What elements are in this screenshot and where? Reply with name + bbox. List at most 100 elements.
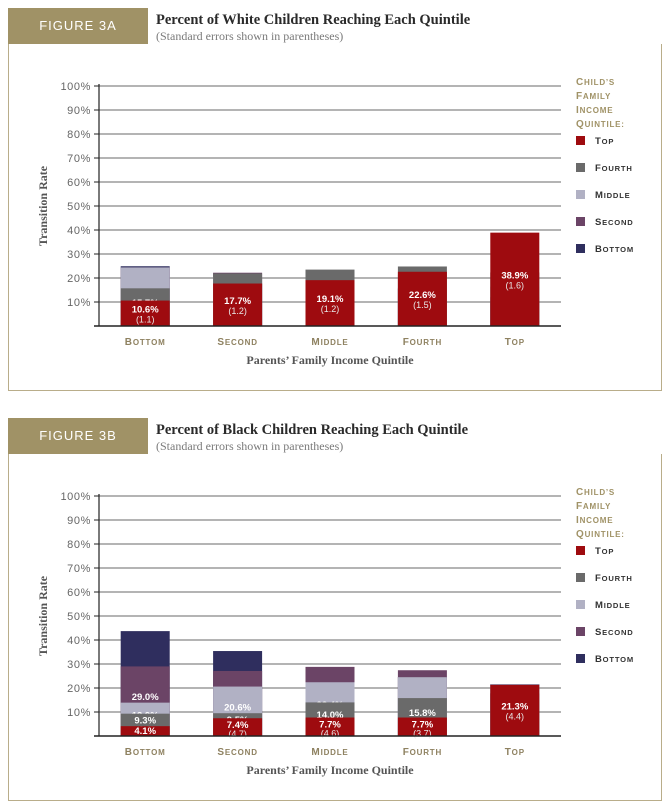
legend-label-fourth: FOURTH: [595, 573, 633, 584]
y-tick-label: 60%: [67, 587, 91, 599]
data-label: 7.7%: [319, 720, 341, 731]
x-tick-label: SECOND: [217, 747, 257, 758]
legend-label-top: TOP: [595, 136, 614, 147]
legend-label-second: SECOND: [595, 627, 634, 638]
legend-title: QUINTILE:: [576, 119, 625, 130]
legend-swatch-top: [576, 546, 585, 555]
legend-title: CHILD’S: [576, 77, 615, 88]
bar-segment[interactable]: [213, 718, 263, 736]
y-tick-label: 40%: [67, 225, 91, 237]
bar-group-fourth: 24.6%(1.0)27.4%(1.6)24.5%(2.4)15.8%(3.6)…: [397, 670, 447, 739]
x-tick-label: SECOND: [217, 337, 257, 348]
se-label: (1.5): [413, 300, 432, 310]
y-tick-label: 80%: [67, 539, 91, 551]
bar-segment[interactable]: [397, 717, 447, 736]
y-axis-title: Transition Rate: [36, 575, 50, 656]
y-tick-label: 80%: [67, 129, 91, 141]
legend-title: INCOME: [576, 105, 613, 116]
legend-swatch-second: [576, 217, 585, 226]
bar-group-second: 17.7%(2.0)22.2%(1.7)20.5%(1.3)21.9%(1.2)…: [213, 272, 263, 326]
bar-segment[interactable]: [213, 283, 263, 326]
figure-header: FIGURE 3A Percent of White Children Reac…: [8, 8, 662, 44]
legend-title: FAMILY: [576, 501, 611, 512]
y-tick-label: 100%: [60, 491, 91, 503]
data-label: 7.7%: [412, 720, 434, 731]
legend-title: QUINTILE:: [576, 529, 625, 540]
chart-frame: 10% 20% 30% 40% 50% 60% 70% 80% 90% 100% 43.7%(1.6…: [8, 454, 662, 801]
legend-title: FAMILY: [576, 91, 611, 102]
y-tick-label: 20%: [67, 273, 91, 285]
bar-segment[interactable]: [120, 726, 170, 736]
x-tick-label: BOTTOM: [125, 337, 166, 348]
legend-swatch-fourth: [576, 163, 585, 172]
y-tick-label: 50%: [67, 611, 91, 623]
x-axis-title: Parents’ Family Income Quintile: [246, 763, 414, 777]
x-tick-label: MIDDLE: [311, 747, 348, 758]
stacked-bar-chart-black: 10% 20% 30% 40% 50% 60% 70% 80% 90% 100% 43.7%(1.6…: [36, 487, 634, 777]
data-label: 19.1%: [317, 294, 344, 305]
bar-group-fourth: 15.4%(1.9)15.9%(1.7)21.3%(1.4)24.8%(1.6)…: [397, 266, 447, 326]
y-tick-label: 10%: [67, 707, 91, 719]
bar-group-middle: 16.9%(2.2)19.0%(1.6)21.5%(1.5)23.5%(1.5)…: [305, 269, 355, 326]
legend-swatch-middle: [576, 600, 585, 609]
y-tick-label: 60%: [67, 177, 91, 189]
bar-group-second: 35.4%(1.5)27.1%(2.3)20.6%(3.3)9.5%(3.5)7…: [213, 651, 263, 739]
legend-label-fourth: FOURTH: [595, 163, 633, 174]
bar-group-bottom: 24.9%(2.3)24.4%(1.4)24.4%(1.3)15.7%(1.3)…: [120, 266, 170, 326]
bar-group-top: 21.6%(0.7)17.8%(1.3)21.5%(2.1)17.7%(2.3)…: [490, 684, 540, 736]
legend-label-bottom: BOTTOM: [595, 244, 634, 255]
stacked-bar-chart-white: 10% 20% 30% 40% 50% 60% 70% 80% 90% 100% 24.9%(2.3…: [36, 77, 634, 367]
data-label: 7.4%: [227, 720, 249, 731]
data-label: 10.6%: [132, 304, 159, 315]
legend-swatch-middle: [576, 190, 585, 199]
y-tick-label: 20%: [67, 683, 91, 695]
chart-frame: 10% 20% 30% 40% 50% 60% 70% 80% 90% 100% 24.9%(2.3…: [8, 44, 662, 391]
se-label: (1.2): [321, 304, 340, 314]
bar-segment[interactable]: [490, 232, 540, 326]
figure-tag: FIGURE 3A: [8, 8, 148, 44]
y-tick-label: 100%: [60, 81, 91, 93]
data-label: 21.3%: [501, 701, 528, 712]
se-label: (1.6): [506, 280, 525, 290]
bar-segment[interactable]: [397, 271, 447, 326]
bar-group-middle: 27.2%(1.2)28.8%(2.2)22.4%(3.1)14.0%(3.9)…: [305, 666, 355, 739]
legend-label-second: SECOND: [595, 217, 634, 228]
legend-label-middle: MIDDLE: [595, 190, 631, 201]
se-label: (1.2): [228, 306, 247, 316]
bar-segment[interactable]: [120, 300, 170, 326]
data-label: 17.7%: [224, 296, 251, 307]
y-tick-label: 30%: [67, 249, 91, 261]
se-label: (1.1): [136, 314, 155, 324]
data-label: 9.3%: [134, 716, 156, 727]
legend-label-top: TOP: [595, 546, 614, 557]
bar-segment[interactable]: [305, 717, 355, 736]
data-label: 20.6%: [224, 702, 251, 713]
legend: CHILD’S FAMILY INCOME QUINTILE: TOP FOURTH MID…: [576, 487, 634, 665]
figure-subtitle: (Standard errors shown in parentheses): [156, 29, 344, 43]
x-tick-label: BOTTOM: [125, 747, 166, 758]
y-tick-label: 10%: [67, 297, 91, 309]
legend: CHILD’S FAMILY INCOME QUINTILE: TOP FOURTH MID…: [576, 77, 634, 255]
x-tick-label: TOP: [505, 337, 525, 348]
x-tick-label: TOP: [505, 747, 525, 758]
se-label: (4.6): [321, 729, 340, 739]
se-label: (3.7): [413, 729, 432, 739]
y-tick-label: 30%: [67, 659, 91, 671]
x-tick-label: FOURTH: [403, 747, 442, 758]
legend-label-bottom: BOTTOM: [595, 654, 634, 665]
y-tick-label: 70%: [67, 563, 91, 575]
x-tick-label: FOURTH: [403, 337, 442, 348]
y-axis-title: Transition Rate: [36, 165, 50, 246]
figure-title: Percent of Black Children Reaching Each …: [156, 422, 469, 438]
se-label: (4.7): [228, 729, 247, 739]
figure-header: FIGURE 3B Percent of Black Children Reac…: [8, 418, 662, 454]
y-tick-label: 90%: [67, 105, 91, 117]
data-label: 38.9%: [501, 270, 528, 281]
figure-tag: FIGURE 3B: [8, 418, 148, 454]
y-tick-label: 50%: [67, 201, 91, 213]
bar-segment[interactable]: [490, 684, 540, 736]
bar-segment[interactable]: [305, 280, 355, 326]
data-label: 14.0%: [317, 710, 344, 721]
bar-group-bottom: 43.7%(1.6)29.0%(2.5)13.9%(3.3)9.3%(3.9)4…: [120, 631, 170, 737]
legend-swatch-bottom: [576, 654, 585, 663]
